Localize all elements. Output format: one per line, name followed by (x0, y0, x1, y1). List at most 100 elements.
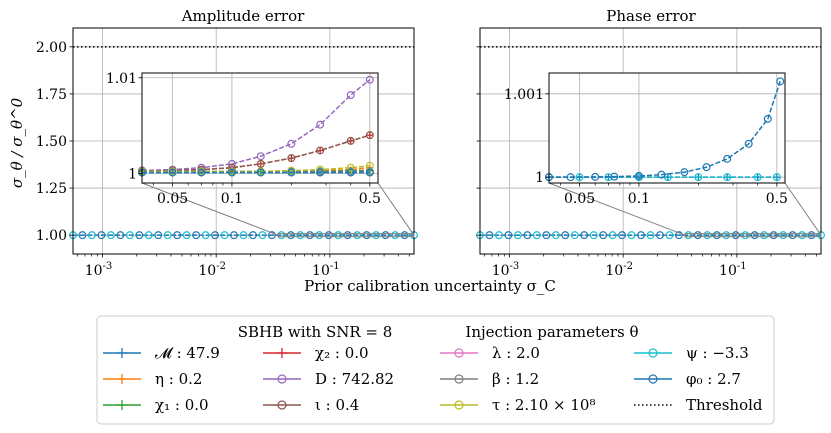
phase-series-point (485, 231, 494, 240)
amplitude-inset-xtick-label: 0.5 (359, 191, 381, 207)
phase-series-point (570, 231, 579, 240)
legend-marker (454, 400, 464, 410)
phase-inset-connector (784, 182, 822, 236)
legend-label: D : 742.82 (315, 370, 394, 388)
amplitude-inset-point-D (287, 139, 296, 148)
legend-label: 𝓜 : 47.9 (155, 344, 220, 362)
amplitude-series-point (400, 231, 409, 240)
amplitude-inset-point-iota (365, 131, 374, 140)
legend-marker (277, 374, 287, 384)
legend-marker (648, 348, 658, 358)
amplitude-series-point (144, 231, 153, 240)
phase-series-point (542, 231, 551, 240)
amplitude-series-point (353, 231, 362, 240)
phase-xtick-label: 10-3 (492, 261, 520, 279)
legend-label: β : 1.2 (492, 370, 539, 388)
legend-label: τ : 2.10 × 10⁸ (492, 396, 596, 414)
amplitude-inset-xtick-label: 0.1 (221, 191, 243, 207)
legend-entry-M: 𝓜 : 47.9 (103, 344, 220, 362)
legend-label: Threshold (686, 396, 763, 414)
legend-marker (117, 400, 127, 410)
legend-frame (96, 315, 775, 425)
amplitude-inset-point-iota (227, 163, 236, 172)
phase-inset-point-psi (723, 173, 732, 182)
legend-entry-psi: ψ : −3.3 (634, 344, 749, 362)
amplitude-inset-point-D (365, 75, 374, 84)
amplitude-series-point (324, 231, 333, 240)
legend-entry-chi2: χ₂ : 0.0 (263, 344, 369, 362)
amplitude-inset-series-tau (142, 165, 370, 173)
phase-series-point (513, 231, 522, 240)
amplitude-inset-connector (141, 182, 279, 236)
phase-series-point (627, 231, 636, 240)
phase-inset-point-phi0 (610, 172, 619, 181)
amplitude-series-point (239, 231, 248, 240)
amplitude-inset-xtick-label: 0.05 (157, 191, 188, 207)
phase-xtick-label: 10-2 (605, 261, 633, 279)
phase-inset-xtick-label: 0.5 (766, 191, 788, 207)
amplitude-series-point (173, 231, 182, 240)
phase-inset-xtick-label: 0.05 (564, 191, 595, 207)
phase-series-point (646, 231, 655, 240)
legend-label: ψ : −3.3 (686, 344, 749, 362)
amplitude-series-point (192, 231, 201, 240)
amplitude-inset-ytick-label: 1.01 (106, 71, 137, 87)
amplitude-series-point (230, 231, 239, 240)
phase-series-point (494, 231, 503, 240)
amplitude-inset-point-D (256, 152, 265, 161)
phase-inset-ytick-label: 1 (535, 170, 544, 186)
amplitude-series-point (381, 231, 390, 240)
amplitude-inset-point-phi0 (346, 168, 355, 177)
amplitude-series-point (97, 231, 106, 240)
amplitude-inset-point-iota (316, 146, 325, 155)
phase-series-point (504, 231, 513, 240)
legend-entry-tau: τ : 2.10 × 10⁸ (440, 396, 596, 414)
phase-inset-point-phi0 (776, 77, 785, 86)
phase-inset-point-phi0 (680, 168, 689, 177)
amplitude-inset-series-eta (142, 166, 370, 173)
phase-series-point (750, 231, 759, 240)
amplitude-series-point (135, 231, 144, 240)
phase-inset-xtick-label: 0.1 (628, 191, 650, 207)
phase-series-point (665, 231, 674, 240)
phase-inset-point-phi0 (657, 170, 666, 179)
amplitude-series-point (286, 231, 295, 240)
legend-label: λ : 2.0 (492, 344, 540, 362)
amplitude-series-point (343, 231, 352, 240)
phase-inset-series-phi0 (549, 81, 781, 178)
amplitude-series-point (201, 231, 210, 240)
legend-label: χ₁ : 0.0 (155, 396, 209, 414)
legend-subtitle: Injection parameters θ (465, 323, 638, 341)
legend-marker (277, 348, 287, 358)
legend-marker (117, 348, 127, 358)
amplitude-inset-point-phi0 (168, 168, 177, 177)
amplitude-series-point (362, 231, 371, 240)
y-axis-label: σ_θ / σ_θ^0 (8, 97, 26, 188)
amplitude-inset-point-phi0 (227, 168, 236, 177)
amplitude-ytick-label: 1.75 (36, 87, 67, 103)
phase-inset-point-phi0 (723, 154, 732, 163)
phase-inset-area (549, 73, 785, 183)
legend-entry-iota: ι : 0.4 (263, 396, 359, 414)
amplitude-series-point (163, 231, 172, 240)
amplitude-series-point (315, 231, 324, 240)
amplitude-series-point (391, 231, 400, 240)
amplitude-series-point (334, 231, 343, 240)
phase-inset-point-phi0 (634, 171, 643, 180)
amplitude-inset-series-D (141, 79, 371, 172)
amplitude-inset: 1 1.01 0.05 0.1 0.5 (106, 71, 381, 207)
phase-series-point (523, 231, 532, 240)
phase-inset-frame (548, 72, 786, 184)
legend-marker (648, 374, 658, 384)
legend-label: χ₂ : 0.0 (315, 344, 369, 362)
legend-entry-phi0: φ₀ : 2.7 (634, 370, 741, 388)
y-axis-label-text: σ_θ / σ_θ^0 (8, 97, 26, 188)
legend-label: η : 0.2 (155, 370, 202, 388)
amplitude-inset-connector (377, 182, 415, 236)
phase-series-point (807, 231, 816, 240)
amplitude-inset-area (142, 73, 378, 183)
amplitude-series-point (267, 231, 276, 240)
amplitude-xtick-label: 10-2 (198, 261, 226, 279)
phase-series-point (637, 231, 646, 240)
